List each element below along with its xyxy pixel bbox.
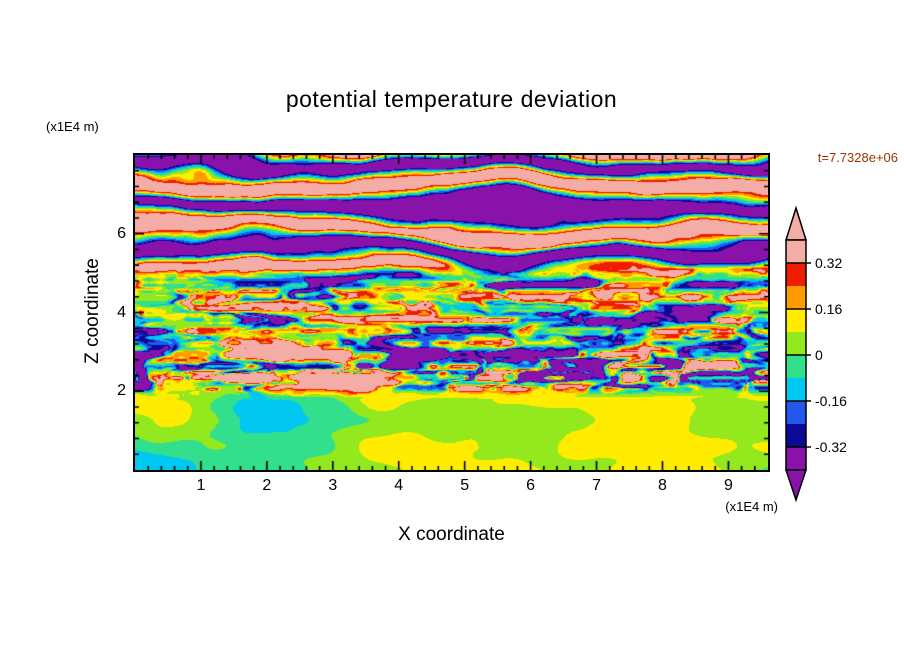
x-tick-label: 8 <box>658 477 667 494</box>
x-tick-label: 3 <box>328 477 338 494</box>
colorbar-tick-label: -0.16 <box>815 393 847 409</box>
x-tick-label: 5 <box>460 477 470 494</box>
colorbar-segment-spring-green <box>786 355 806 378</box>
y-tick-label: 6 <box>117 224 126 242</box>
colorbar-segment-yellow <box>786 309 806 332</box>
x-tick-label: 4 <box>394 477 404 494</box>
y-tick-label: 2 <box>117 382 126 400</box>
colorbar-up-arrow <box>784 205 808 241</box>
colorbar-segment-green-yellow <box>786 332 806 355</box>
colorbar-segment-navy <box>786 424 806 447</box>
time-label: t=7.7328e+06 <box>817 150 898 165</box>
colorbar-segment-pink <box>786 240 806 263</box>
heatmap-canvas <box>133 153 770 472</box>
colorbar-svg <box>784 205 811 503</box>
colorbar-tick-label: 0.16 <box>815 301 843 317</box>
colorbar-segment-purple <box>786 447 806 470</box>
chart-title: potential temperature deviation <box>285 86 618 112</box>
x-axis-title: X coordinate <box>398 524 505 545</box>
x-tick-label: 6 <box>526 477 536 494</box>
x-tick-label: 1 <box>196 477 206 494</box>
y-axis-unit-label: (x1E4 m) <box>46 119 99 134</box>
colorbar-tick-label: 0 <box>815 347 823 363</box>
colorbar-segment-blue <box>786 401 806 424</box>
colorbar-segment-red <box>786 263 806 286</box>
x-tick-label: 2 <box>262 477 272 494</box>
y-tick-label: 4 <box>117 303 126 321</box>
colorbar-segment-cyan <box>786 378 806 401</box>
colorbar-down-arrow <box>784 469 808 503</box>
x-tick-label: 9 <box>723 477 733 494</box>
colorbar-segment-orange <box>786 286 806 309</box>
colorbar-tick-label: 0.32 <box>815 255 843 271</box>
x-tick-label: 7 <box>592 477 602 494</box>
colorbar-tick-label: -0.32 <box>815 439 847 455</box>
x-axis-unit-label: (x1E4 m) <box>725 499 778 514</box>
